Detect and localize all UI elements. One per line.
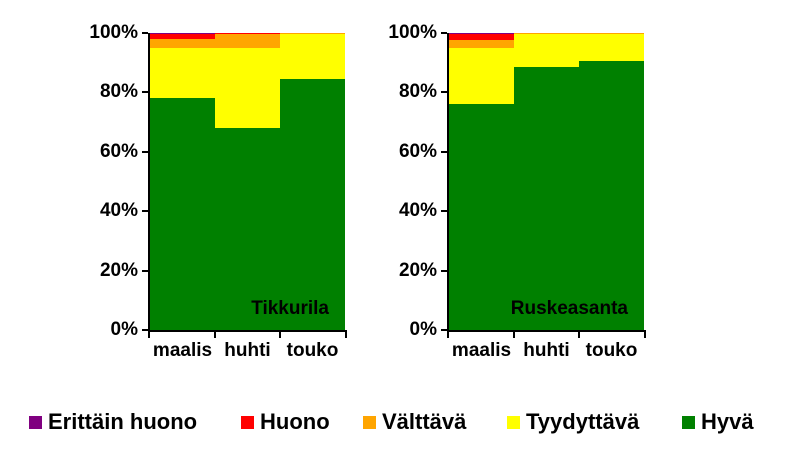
bar-segment-välttävä: [150, 38, 215, 48]
bar-segment-hyvä: [449, 104, 514, 330]
y-tick-mark: [441, 32, 447, 34]
legend-label: Hyvä: [701, 409, 754, 434]
x-axis-line: [148, 330, 347, 332]
bar-segment-välttävä: [514, 33, 579, 35]
y-tick-mark: [441, 210, 447, 213]
y-tick-mark: [142, 91, 148, 94]
x-tick-label: touko: [585, 340, 638, 361]
y-axis-line: [148, 33, 150, 332]
x-tick-mark: [279, 332, 282, 338]
bar-segment-hyvä: [280, 79, 345, 330]
bar-segment-tyydyttävä: [579, 34, 644, 62]
y-tick-label: 80%: [398, 81, 437, 103]
bar-segment-tyydyttävä: [449, 47, 514, 105]
bar-segment-erittäin-huono: [449, 33, 514, 34]
y-tick-mark: [441, 329, 447, 331]
bar-segment-huono: [150, 33, 215, 39]
bar-segment-hyvä: [514, 67, 579, 330]
y-tick-mark: [441, 269, 447, 272]
x-tick-mark: [148, 332, 150, 338]
bar-segment-välttävä: [449, 40, 514, 48]
y-tick-mark: [142, 150, 148, 153]
bar-segment-hyvä: [579, 61, 644, 330]
x-tick-label: maalis: [451, 340, 512, 361]
bar-segment-hyvä: [215, 128, 280, 330]
legend-item-välttävä: Välttävä: [363, 409, 466, 435]
y-tick-label: 20%: [398, 259, 437, 281]
legend-swatch-icon: [241, 415, 254, 429]
legend-label: Erittäin huono: [48, 409, 198, 434]
y-tick-label: 100%: [89, 22, 138, 43]
x-tick-mark: [512, 332, 515, 338]
x-tick-label: huhti: [523, 340, 570, 361]
bar-segment-välttävä: [579, 33, 644, 35]
legend-item-huono: Huono: [241, 409, 330, 435]
bar-segment-tyydyttävä: [215, 47, 280, 129]
bar-segment-huono: [215, 33, 280, 35]
chart-title: Ruskeasanta: [510, 298, 628, 319]
bar-segment-tyydyttävä: [280, 34, 345, 80]
legend-swatch-icon: [507, 415, 520, 429]
y-tick-mark: [142, 210, 148, 213]
x-tick-mark: [578, 332, 581, 338]
legend-swatch-icon: [29, 415, 42, 429]
y-tick-mark: [142, 32, 148, 34]
y-tick-mark: [441, 150, 447, 153]
bar-segment-erittäin-huono: [150, 33, 215, 34]
x-axis-line: [447, 330, 646, 332]
x-tick-label: maalis: [152, 340, 213, 361]
bar-segment-tyydyttävä: [150, 47, 215, 99]
y-axis-line: [447, 33, 449, 332]
legend-item-hyvä: Hyvä: [682, 409, 754, 435]
x-tick-mark: [345, 332, 347, 338]
x-tick-mark: [644, 332, 646, 338]
legend-label: Tyydyttävä: [526, 409, 640, 434]
chart-title: Tikkurila: [251, 298, 329, 319]
x-tick-mark: [213, 332, 216, 338]
y-tick-label: 60%: [99, 140, 138, 162]
y-tick-label: 0%: [110, 319, 138, 340]
bar-segment-välttävä: [215, 34, 280, 48]
y-tick-label: 60%: [398, 140, 437, 162]
y-tick-label: 0%: [409, 319, 437, 340]
legend-item-erittäin-huono: Erittäin huono: [29, 409, 197, 435]
y-tick-mark: [441, 91, 447, 94]
y-tick-mark: [142, 269, 148, 272]
y-tick-label: 100%: [388, 22, 437, 43]
bar-segment-välttävä: [280, 33, 345, 35]
x-tick-label: touko: [286, 340, 339, 361]
bar-segment-tyydyttävä: [514, 34, 579, 68]
bar-segment-huono: [449, 33, 514, 41]
legend-label: Välttävä: [382, 409, 467, 434]
bar-segment-hyvä: [150, 98, 215, 330]
y-tick-label: 40%: [398, 200, 437, 222]
y-tick-label: 20%: [99, 259, 138, 281]
legend-swatch-icon: [363, 415, 376, 429]
y-tick-mark: [142, 329, 148, 331]
x-tick-label: huhti: [224, 340, 271, 361]
legend-swatch-icon: [682, 415, 695, 429]
y-tick-label: 80%: [99, 81, 138, 103]
legend-item-tyydyttävä: Tyydyttävä: [507, 409, 639, 435]
y-tick-label: 40%: [99, 200, 138, 222]
legend-label: Huono: [260, 409, 330, 434]
x-tick-mark: [447, 332, 449, 338]
